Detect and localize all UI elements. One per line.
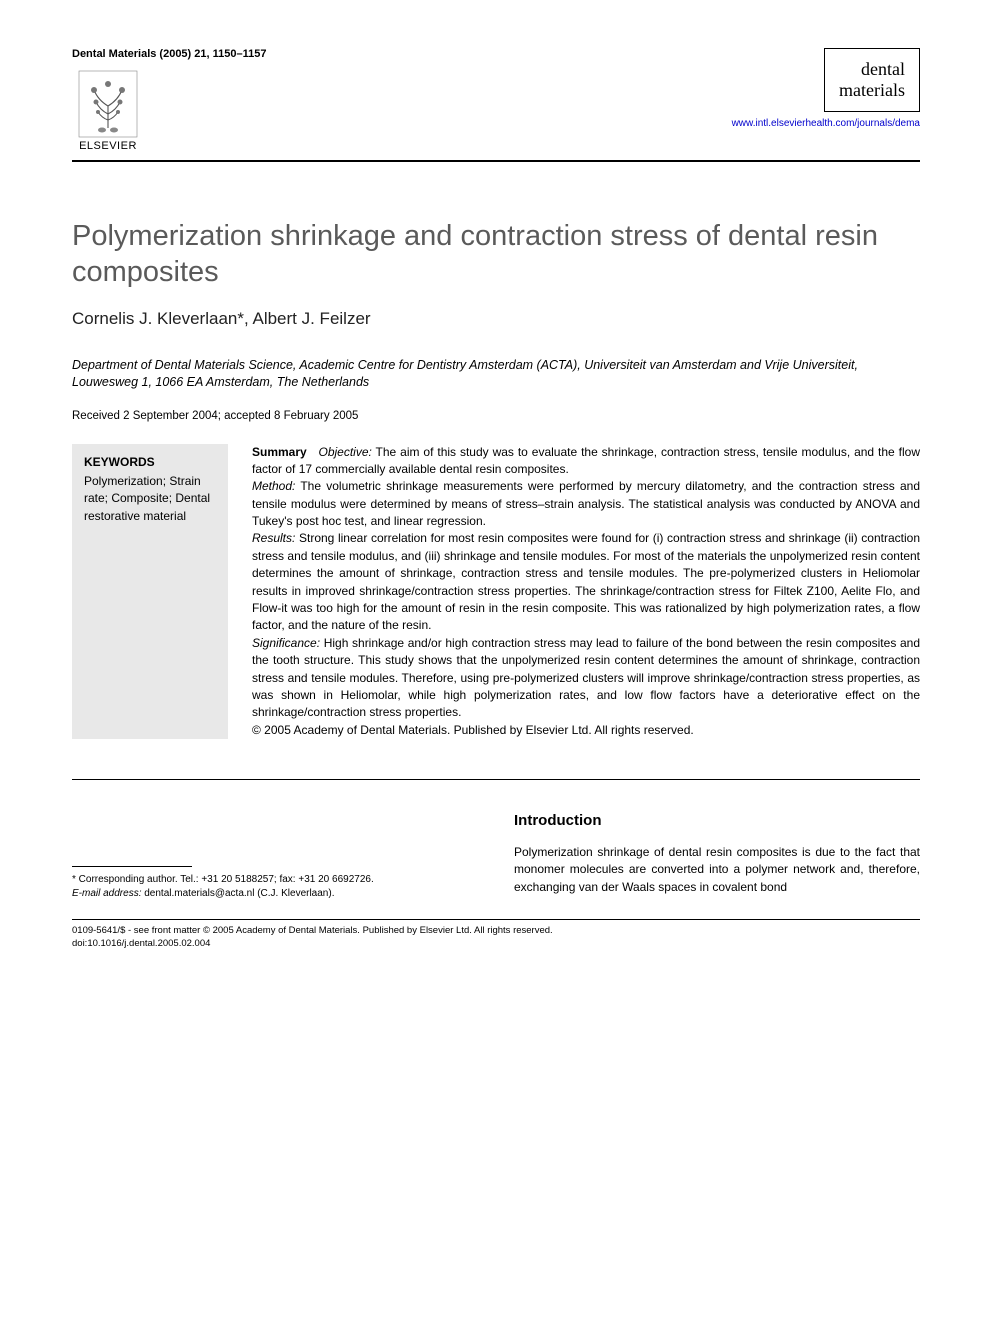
page-header: Dental Materials (2005) 21, 1150–1157 EL… bbox=[72, 48, 920, 152]
footer-copyright: 0109-5641/$ - see front matter © 2005 Ac… bbox=[72, 924, 920, 937]
journal-name-line2: materials bbox=[839, 80, 905, 101]
footer-rule bbox=[72, 919, 920, 920]
method-text: The volumetric shrinkage measurements we… bbox=[252, 479, 920, 528]
column-left: * Corresponding author. Tel.: +31 20 518… bbox=[72, 810, 478, 901]
summary-label: Summary bbox=[252, 445, 307, 459]
footer-doi: doi:10.1016/j.dental.2005.02.004 bbox=[72, 937, 920, 950]
results-text: Strong linear correlation for most resin… bbox=[252, 531, 920, 632]
corresponding-author-footnote: * Corresponding author. Tel.: +31 20 518… bbox=[72, 873, 478, 887]
abstract-copyright: © 2005 Academy of Dental Materials. Publ… bbox=[252, 723, 694, 737]
email-label: E-mail address: bbox=[72, 888, 141, 899]
header-left: Dental Materials (2005) 21, 1150–1157 EL… bbox=[72, 48, 266, 152]
email-value: dental.materials@acta.nl (C.J. Kleverlaa… bbox=[141, 888, 334, 899]
abstract-body: Summary Objective: The aim of this study… bbox=[252, 444, 920, 740]
column-right: Introduction Polymerization shrinkage of… bbox=[514, 810, 920, 901]
horizontal-rule-top bbox=[72, 160, 920, 162]
horizontal-rule-mid bbox=[72, 779, 920, 780]
publisher-name: ELSEVIER bbox=[79, 140, 137, 152]
article-title: Polymerization shrinkage and contraction… bbox=[72, 218, 920, 291]
footnote-rule bbox=[72, 866, 192, 867]
keywords-box: KEYWORDS Polymerization; Strain rate; Co… bbox=[72, 444, 228, 740]
abstract-container: KEYWORDS Polymerization; Strain rate; Co… bbox=[72, 444, 920, 740]
introduction-body: Polymerization shrinkage of dental resin… bbox=[514, 844, 920, 896]
keywords-heading: KEYWORDS bbox=[84, 454, 216, 471]
significance-text: High shrinkage and/or high contraction s… bbox=[252, 636, 920, 720]
publisher-block: ELSEVIER bbox=[72, 70, 144, 152]
page-footer: 0109-5641/$ - see front matter © 2005 Ac… bbox=[72, 924, 920, 951]
journal-reference: Dental Materials (2005) 21, 1150–1157 bbox=[72, 48, 266, 60]
elsevier-tree-icon bbox=[78, 70, 138, 138]
email-footnote: E-mail address: dental.materials@acta.nl… bbox=[72, 887, 478, 901]
objective-label: Objective: bbox=[318, 445, 371, 459]
introduction-heading: Introduction bbox=[514, 810, 920, 832]
article-dates: Received 2 September 2004; accepted 8 Fe… bbox=[72, 410, 920, 422]
keywords-list: Polymerization; Strain rate; Composite; … bbox=[84, 473, 216, 525]
method-label: Method: bbox=[252, 479, 295, 493]
results-label: Results: bbox=[252, 531, 295, 545]
header-right: dental materials www.intl.elsevierhealth… bbox=[732, 48, 920, 129]
body-columns: * Corresponding author. Tel.: +31 20 518… bbox=[72, 810, 920, 901]
journal-title-box: dental materials bbox=[824, 48, 920, 112]
affiliation: Department of Dental Materials Science, … bbox=[72, 357, 920, 392]
journal-name-line1: dental bbox=[839, 59, 905, 80]
significance-label: Significance: bbox=[252, 636, 320, 650]
authors: Cornelis J. Kleverlaan*, Albert J. Feilz… bbox=[72, 309, 920, 329]
journal-url[interactable]: www.intl.elsevierhealth.com/journals/dem… bbox=[732, 118, 920, 129]
